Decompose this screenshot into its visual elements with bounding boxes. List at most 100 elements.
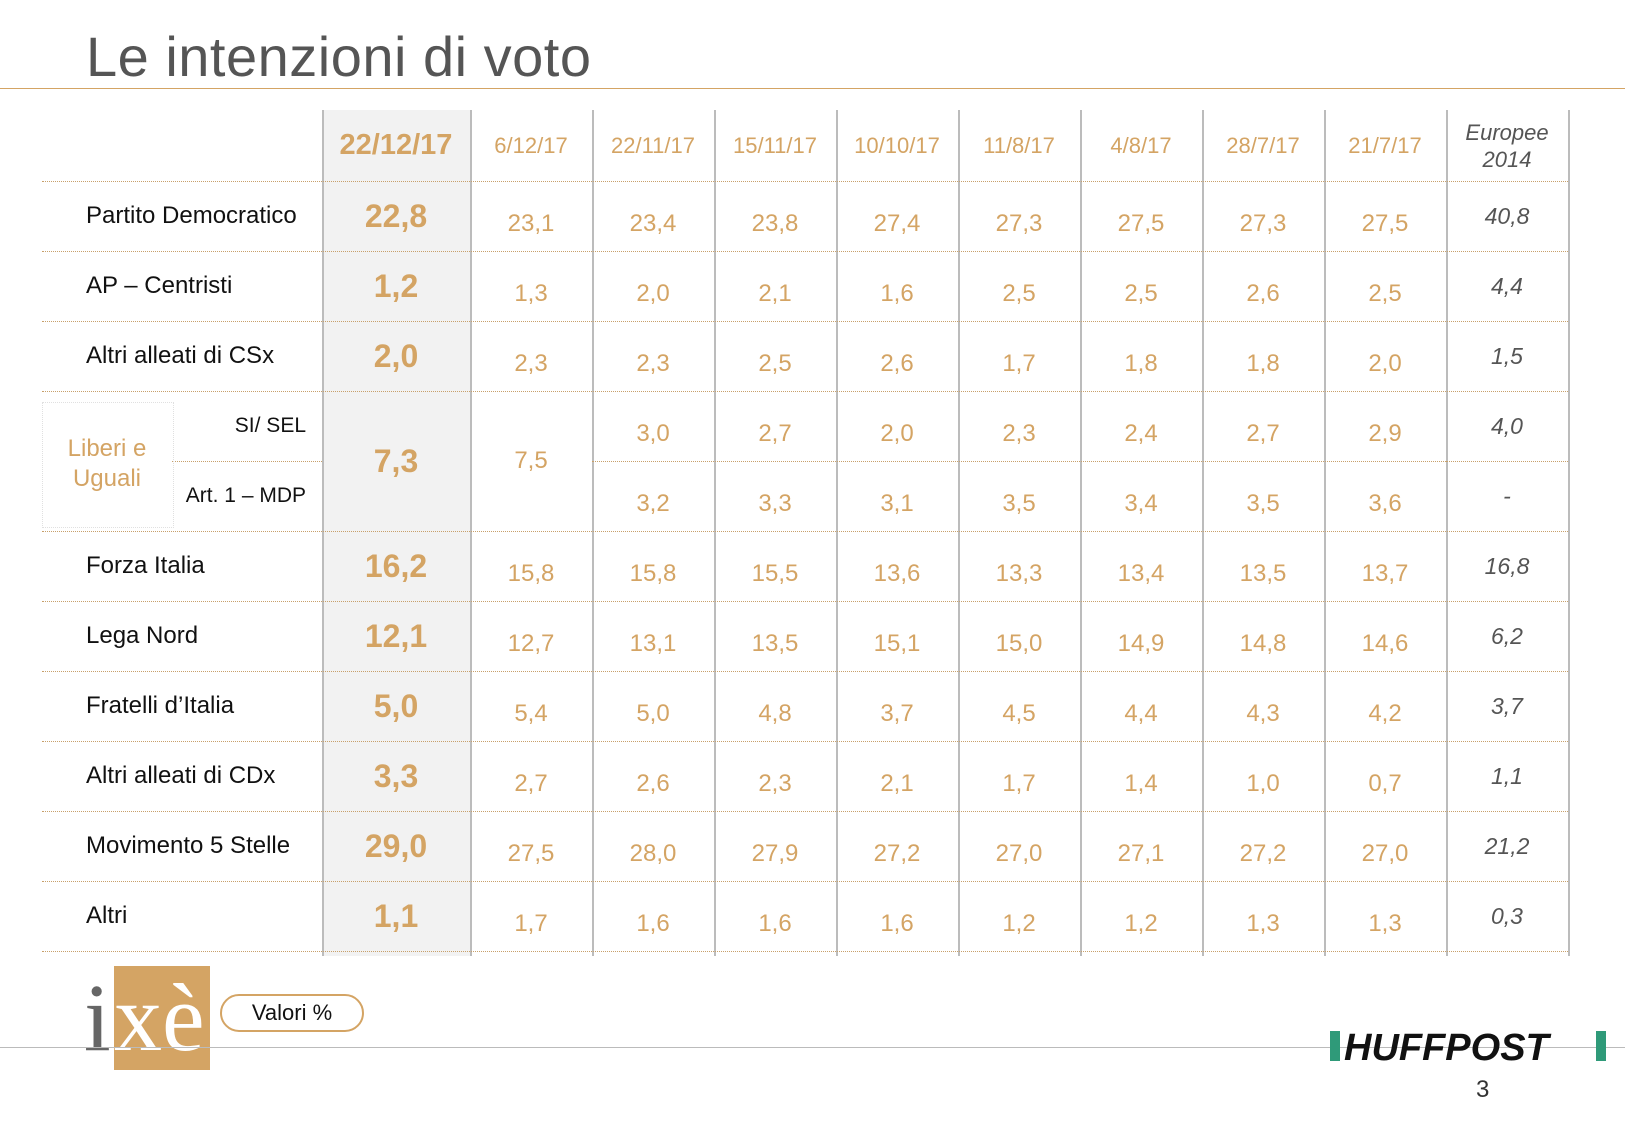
value-22-12-17: 12,1 [364,617,428,654]
value-cell: 4,5 [1002,700,1036,727]
page-number: 3 [1476,1076,1490,1103]
value-cell: 27,0 [995,840,1043,867]
row-divider [172,461,322,462]
value-cell: 27,2 [1239,840,1287,867]
value-cell: 14,8 [1239,630,1287,657]
value-cell: 2,5 [1002,280,1036,307]
value-cell: 1,6 [880,280,914,307]
row-divider [42,251,1568,252]
column-divider [1202,110,1204,956]
header-date: 4/8/17 [1110,132,1172,158]
svg-text:xè: xè [114,966,205,1070]
header-europee-2014: Europee 2014 [1446,110,1568,181]
value-22-12-17: 1,2 [373,267,419,304]
value-cell: 2,6 [880,350,914,377]
value-cell: 7,5 [514,447,548,474]
value-europee: 1,5 [1491,342,1523,369]
header-date: 6/12/17 [494,132,568,158]
value-cell: 2,7 [514,770,548,797]
value-cell: 1,3 [1368,910,1402,937]
value-cell: 2,1 [880,770,914,797]
value-22-12-17: 16,2 [364,547,428,584]
value-22-12-17: 1,1 [373,897,419,934]
value-europee: 0,3 [1491,902,1523,929]
value-cell: 2,0 [636,280,670,307]
value-cell: 15,8 [629,560,677,587]
value-cell: 15,0 [995,630,1043,657]
value-cell: 27,9 [751,840,799,867]
value-cell: 4,2 [1368,700,1402,727]
value-cell: 27,3 [1239,210,1287,237]
value-cell: 3,3 [758,490,792,517]
row-divider [42,601,1568,602]
party-label: Altri alleati di CDx [86,762,276,789]
value-cell: 5,0 [636,700,670,727]
value-cell: 0,7 [1368,770,1402,797]
value-22-12-17: 29,0 [364,827,428,864]
column-divider [958,110,960,956]
value-cell: 3,2 [636,490,670,517]
value-22-12-17: 3,3 [373,757,419,794]
value-cell: 3,5 [1246,490,1280,517]
value-cell: 13,5 [1239,560,1287,587]
group-label-line: Liberi e [67,435,147,462]
value-europee: 4,4 [1491,272,1523,299]
value-22-12-17: 2,0 [373,337,419,374]
value-22-12-17: 5,0 [373,687,419,724]
value-cell: 1,8 [1246,350,1280,377]
value-cell: 27,1 [1117,840,1165,867]
value-cell: 2,5 [758,350,792,377]
header-date-main: 22/12/17 [339,129,453,161]
column-divider [592,110,594,956]
value-cell: 28,0 [629,840,677,867]
column-divider [470,110,472,956]
value-cell: 23,4 [629,210,677,237]
row-divider [1446,461,1568,462]
row-divider [42,741,1568,742]
value-cell: 2,9 [1368,420,1402,447]
value-cell: 1,0 [1246,770,1280,797]
value-cell: 1,2 [1002,910,1036,937]
value-cell: 2,0 [1368,350,1402,377]
value-cell: 1,8 [1124,350,1158,377]
column-divider [1080,110,1082,956]
value-cell: 1,6 [758,910,792,937]
value-cell: 13,7 [1361,560,1409,587]
value-cell: 3,1 [880,490,914,517]
value-cell: 14,6 [1361,630,1409,657]
value-cell: 2,4 [1124,420,1158,447]
value-cell: 12,7 [507,630,555,657]
value-cell: 2,6 [636,770,670,797]
value-cell: 13,6 [873,560,921,587]
header-date: 10/10/17 [854,132,940,158]
value-cell: 1,3 [1246,910,1280,937]
value-cell: 2,7 [758,420,792,447]
value-22-12-17: 7,3 [373,442,419,479]
value-cell: 3,4 [1124,490,1158,517]
header-date: 15/11/17 [732,132,817,158]
ixe-logo: i xè [84,964,210,1071]
value-cell: 3,7 [880,700,914,727]
header-date: 22/11/17 [610,132,695,158]
party-label: Altri [86,902,128,929]
value-cell: 13,5 [751,630,799,657]
header-date: 11/8/17 [983,132,1055,158]
header-europee-line: 2014 [1482,146,1532,172]
page-title: Le intenzioni di voto [86,25,592,88]
value-cell: 1,7 [1002,770,1036,797]
header-europee-line: Europee [1465,119,1549,145]
value-cell: 2,1 [758,280,792,307]
party-label: Forza Italia [86,552,205,579]
value-cell: 13,4 [1117,560,1165,587]
column-divider [1324,110,1326,956]
row-divider [42,531,1568,532]
value-cell: 1,6 [880,910,914,937]
value-cell: 1,6 [636,910,670,937]
value-europee: 16,8 [1484,552,1530,579]
column-divider [1568,110,1570,956]
value-cell: 3,5 [1002,490,1036,517]
party-label: Fratelli d’Italia [86,692,235,719]
row-divider [42,321,1568,322]
value-cell: 1,7 [514,910,548,937]
